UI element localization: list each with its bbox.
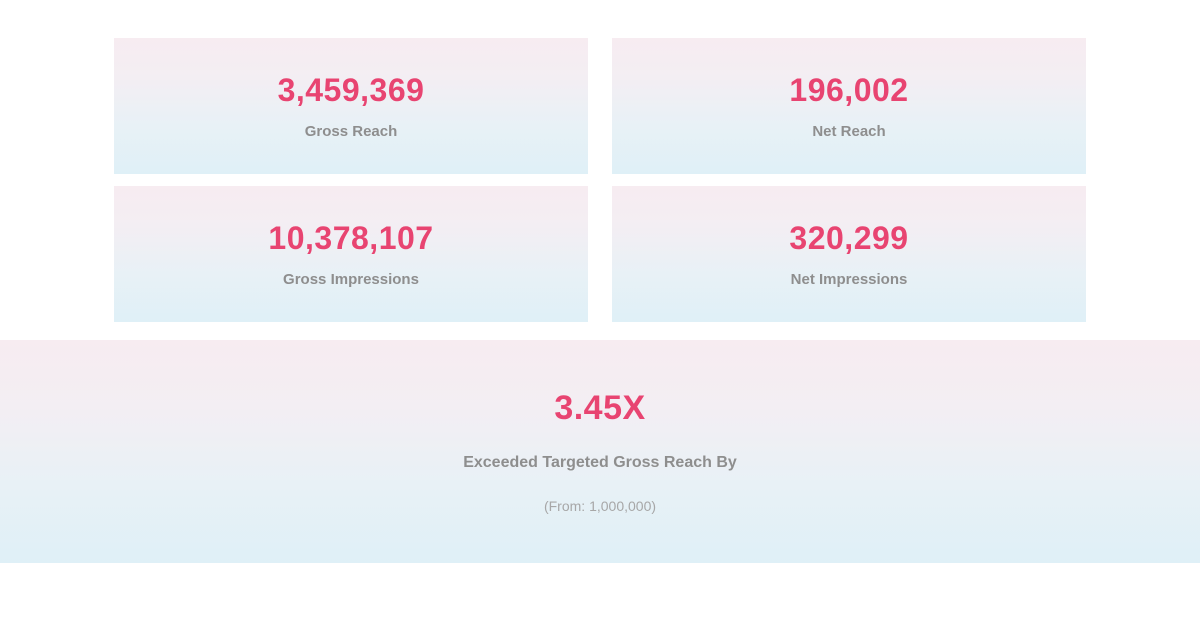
net-reach-value: 196,002 (789, 72, 908, 109)
summary-card: 3.45X Exceeded Targeted Gross Reach By (… (0, 340, 1200, 563)
net-impressions-label: Net Impressions (791, 271, 908, 288)
summary-value: 3.45X (554, 389, 645, 428)
gross-impressions-label: Gross Impressions (283, 271, 419, 288)
net-reach-label: Net Reach (812, 123, 885, 140)
metrics-grid: 3,459,369 Gross Reach 196,002 Net Reach … (114, 38, 1086, 322)
net-reach-card: 196,002 Net Reach (612, 38, 1086, 174)
gross-reach-value: 3,459,369 (278, 72, 425, 109)
summary-label: Exceeded Targeted Gross Reach By (463, 454, 737, 472)
gross-reach-card: 3,459,369 Gross Reach (114, 38, 588, 174)
summary-from: (From: 1,000,000) (544, 498, 656, 514)
gross-reach-label: Gross Reach (305, 123, 398, 140)
net-impressions-value: 320,299 (789, 220, 908, 257)
gross-impressions-value: 10,378,107 (268, 220, 433, 257)
gross-impressions-card: 10,378,107 Gross Impressions (114, 186, 588, 322)
net-impressions-card: 320,299 Net Impressions (612, 186, 1086, 322)
